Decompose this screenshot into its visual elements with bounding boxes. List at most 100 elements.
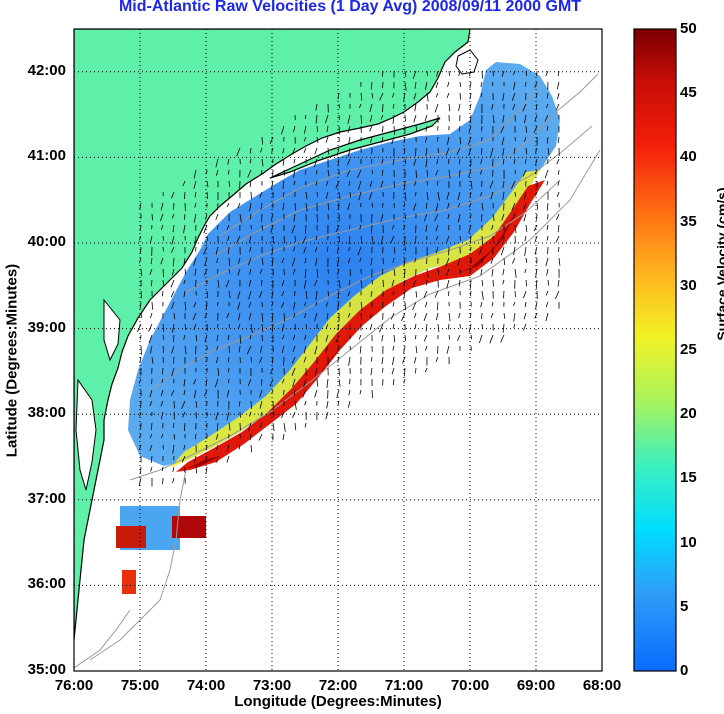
- colorbar-tick-label: 20: [680, 405, 697, 423]
- velocity-arrow: [292, 334, 296, 341]
- velocity-arrow: [545, 103, 549, 109]
- velocity-arrow: [280, 301, 285, 308]
- velocity-patch-cape: [122, 570, 136, 594]
- velocity-arrow: [501, 136, 505, 146]
- velocity-arrow: [437, 345, 439, 354]
- velocity-arrow: [469, 103, 472, 109]
- velocity-arrow: [415, 235, 417, 244]
- velocity-arrow: [480, 92, 483, 98]
- velocity-arrow: [304, 169, 307, 175]
- velocity-arrow: [182, 411, 186, 418]
- velocity-arrow: [327, 169, 330, 177]
- velocity-arrow: [393, 334, 396, 343]
- velocity-arrow: [415, 191, 417, 197]
- velocity-arrow: [469, 279, 472, 289]
- velocity-arrow: [469, 268, 472, 274]
- velocity-arrow: [502, 147, 505, 156]
- velocity-arrow: [435, 169, 439, 176]
- velocity-arrow: [171, 246, 175, 253]
- velocity-arrow: [480, 268, 483, 275]
- velocity-arrow: [183, 389, 186, 396]
- velocity-arrow: [436, 70, 439, 77]
- velocity-arrow: [513, 323, 516, 329]
- velocity-arrow: [501, 70, 505, 77]
- velocity-arrow: [150, 422, 153, 430]
- velocity-arrow: [149, 268, 153, 275]
- velocity-arrow: [392, 345, 395, 351]
- velocity-arrow: [336, 257, 340, 267]
- velocity-arrow: [336, 246, 340, 254]
- velocity-arrow: [261, 312, 264, 322]
- velocity-arrow: [226, 312, 230, 319]
- velocity-arrow: [371, 235, 374, 245]
- velocity-arrow: [434, 290, 439, 298]
- velocity-arrow: [524, 114, 527, 124]
- velocity-arrow: [291, 224, 296, 234]
- velocity-arrow: [448, 290, 450, 296]
- velocity-arrow: [249, 147, 252, 154]
- velocity-arrow: [491, 103, 494, 110]
- velocity-arrow: [195, 279, 197, 288]
- velocity-arrow: [404, 301, 406, 311]
- velocity-arrow: [281, 279, 285, 287]
- colorbar-tick-label: 0: [680, 662, 689, 679]
- velocity-arrow: [325, 345, 329, 354]
- velocity-arrow: [445, 147, 450, 156]
- velocity-arrow: [161, 290, 164, 297]
- velocity-arrow: [238, 444, 241, 450]
- velocity-arrow: [160, 224, 164, 231]
- velocity-arrow: [247, 378, 252, 386]
- velocity-arrow: [326, 125, 329, 132]
- velocity-arrow: [227, 356, 230, 363]
- land-mainland: [74, 29, 471, 641]
- velocity-arrow: [325, 301, 329, 307]
- velocity-arrow: [206, 290, 209, 299]
- x-tick-label: 71:00: [384, 677, 424, 694]
- velocity-arrow: [348, 235, 351, 245]
- velocity-arrow: [447, 81, 450, 87]
- velocity-arrow: [303, 147, 307, 153]
- velocity-arrow: [393, 268, 396, 276]
- velocity-arrow: [369, 180, 373, 188]
- velocity-field-low: [128, 62, 560, 466]
- velocity-arrow: [228, 290, 231, 299]
- velocity-arrow: [338, 279, 341, 288]
- colorbar-tick-label: 50: [680, 20, 697, 37]
- velocity-arrow: [181, 400, 186, 409]
- velocity-arrow: [337, 92, 340, 100]
- velocity-arrow: [206, 191, 209, 200]
- velocity-arrow: [293, 312, 296, 318]
- velocity-arrow: [226, 411, 230, 421]
- velocity-arrow: [371, 202, 373, 208]
- map-frame: [73, 28, 603, 672]
- velocity-arrow: [382, 103, 384, 113]
- velocity-arrow: [248, 235, 252, 244]
- velocity-arrow: [314, 246, 318, 253]
- velocity-arrow: [172, 422, 175, 428]
- velocity-arrow: [534, 81, 538, 88]
- velocity-arrow: [139, 224, 142, 232]
- velocity-arrow: [536, 103, 538, 110]
- velocity-arrow: [446, 235, 450, 243]
- velocity-arrow: [316, 268, 319, 278]
- velocity-arrow: [370, 290, 373, 297]
- velocity-arrow: [404, 213, 406, 220]
- velocity-arrow: [150, 466, 153, 472]
- velocity-arrow: [303, 279, 307, 289]
- velocity-arrow: [492, 114, 495, 124]
- velocity-arrow: [534, 246, 538, 255]
- velocity-arrow: [247, 257, 252, 266]
- velocity-arrow: [379, 92, 384, 101]
- velocity-arrow: [381, 169, 384, 176]
- velocity-arrow: [337, 400, 340, 406]
- velocity-arrow: [184, 213, 186, 220]
- velocity-arrow: [524, 246, 527, 256]
- velocity-arrow: [358, 180, 362, 190]
- velocity-arrow: [434, 103, 439, 113]
- velocity-arrow: [314, 367, 318, 376]
- velocity-arrow: [249, 180, 252, 188]
- velocity-arrow: [414, 323, 417, 329]
- velocity-arrow: [293, 125, 296, 133]
- velocity-arrow: [261, 334, 263, 342]
- velocity-arrow: [228, 268, 231, 274]
